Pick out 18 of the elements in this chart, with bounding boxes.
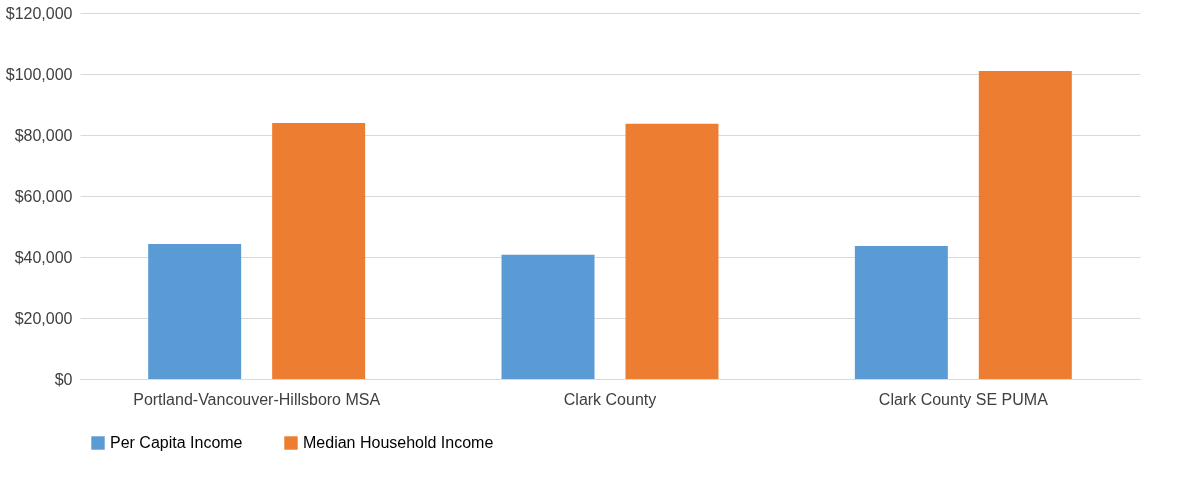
bar	[978, 70, 1072, 379]
bar	[501, 254, 595, 379]
y-tick-label: $60,000	[14, 187, 73, 205]
x-tick-label: Clark County	[563, 390, 657, 408]
x-tick-label: Portland-Vancouver-Hillsboro MSA	[133, 390, 381, 408]
bar	[272, 123, 366, 379]
y-tick-label: $0	[54, 370, 73, 388]
y-tick-label: $120,000	[5, 4, 73, 22]
x-tick-label: Clark County SE PUMA	[878, 390, 1049, 408]
y-tick-label: $40,000	[14, 248, 73, 266]
legend-label: Median Household Income	[303, 434, 494, 451]
bar	[148, 243, 242, 379]
legend-label: Per Capita Income	[110, 434, 243, 451]
y-tick-label: $100,000	[5, 65, 73, 83]
y-tick-label: $80,000	[14, 126, 73, 144]
bar	[625, 123, 719, 379]
y-tick-label: $20,000	[14, 309, 73, 327]
bar	[854, 246, 948, 379]
